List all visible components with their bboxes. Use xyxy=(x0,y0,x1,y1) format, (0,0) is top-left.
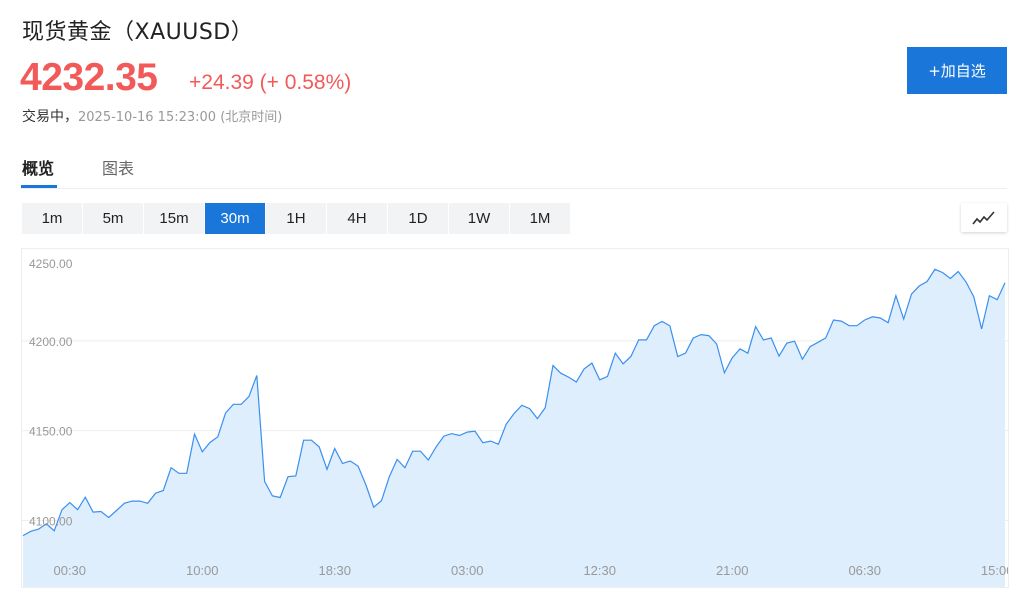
status-text: 交易中， xyxy=(22,109,78,125)
current-price: 4232.35 xyxy=(20,56,158,99)
period-selector: 1m 5m 15m 30m 1H 4H 1D 1W 1M xyxy=(22,203,571,234)
period-1mo[interactable]: 1M xyxy=(510,203,571,234)
x-tick-label: 10:00 xyxy=(186,563,219,578)
price-area xyxy=(23,269,1005,587)
y-tick-label: 4250.00 xyxy=(29,257,73,271)
period-30m[interactable]: 30m xyxy=(205,203,266,234)
page-title: 现货黄金（XAUUSD） xyxy=(22,20,254,45)
chart-type-button[interactable] xyxy=(961,203,1007,232)
tab-divider xyxy=(21,188,1007,189)
price-line xyxy=(22,268,1006,537)
y-tick-label: 4150.00 xyxy=(29,425,73,439)
add-to-watchlist-button[interactable]: +加自选 xyxy=(907,47,1007,94)
period-15m[interactable]: 15m xyxy=(144,203,205,234)
period-5m[interactable]: 5m xyxy=(83,203,144,234)
x-tick-label: 18:30 xyxy=(318,563,351,578)
x-tick-label: 06:30 xyxy=(848,563,881,578)
x-tick-label: 03:00 xyxy=(451,563,484,578)
y-tick-label: 4100.00 xyxy=(29,515,73,529)
price-change: +24.39 (+ 0.58%) xyxy=(189,71,352,94)
active-tab-indicator xyxy=(21,185,57,188)
period-1d[interactable]: 1D xyxy=(388,203,449,234)
x-tick-label: 12:30 xyxy=(583,563,616,578)
timestamp: 2025-10-16 15:23:00 (北京时间) xyxy=(78,110,283,125)
period-4h[interactable]: 4H xyxy=(327,203,388,234)
period-1m[interactable]: 1m xyxy=(22,203,83,234)
period-1w[interactable]: 1W xyxy=(449,203,510,234)
x-tick-label: 15:00 xyxy=(981,563,1009,578)
x-tick-label: 00:30 xyxy=(53,563,86,578)
price-chart[interactable]: 4250.00 4200.00 4150.00 4100.00 00:30 10:00 18… xyxy=(21,248,1009,588)
line-chart-icon xyxy=(972,210,995,224)
trading-status: 交易中，2025-10-16 15:23:00 (北京时间) xyxy=(22,106,282,126)
x-tick-label: 21:00 xyxy=(716,563,749,578)
y-tick-label: 4200.00 xyxy=(29,335,73,349)
period-1h[interactable]: 1H xyxy=(266,203,327,234)
tab-overview[interactable]: 概览 xyxy=(22,159,55,178)
tab-chart[interactable]: 图表 xyxy=(102,159,135,178)
